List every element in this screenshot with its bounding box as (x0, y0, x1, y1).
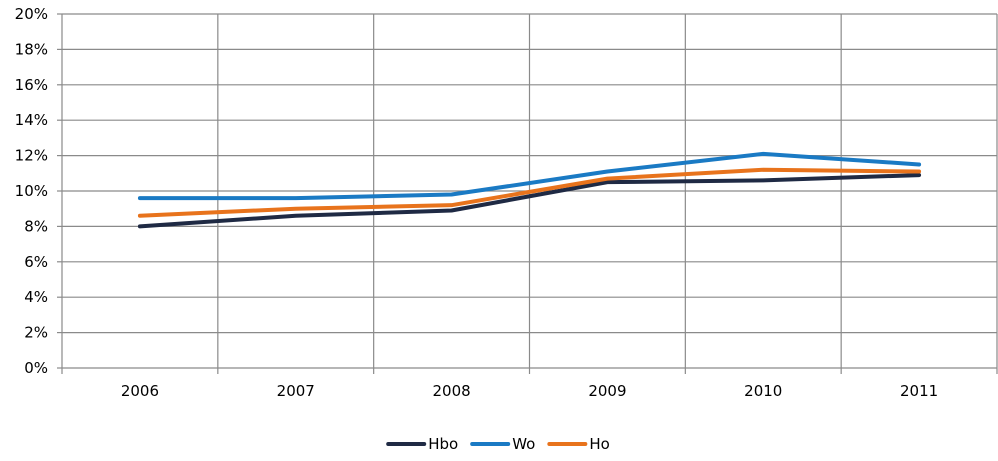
y-axis-tick-labels: 0% 2% 4% 6% 8% 10% 12% 14% 16% 18% 20% (15, 5, 48, 377)
data-point-wo (139, 197, 141, 199)
data-point-hbo (918, 174, 920, 176)
legend-label: Ho (589, 435, 609, 453)
y-tick-label: 16% (15, 76, 48, 94)
legend-item-hbo: Hbo (386, 435, 458, 453)
data-point-wo (606, 171, 608, 173)
y-tick-label: 14% (15, 111, 48, 129)
data-point-wo (451, 194, 453, 196)
y-tick-label: 4% (24, 288, 48, 306)
x-tick-label: 2008 (432, 382, 470, 400)
series-lines (137, 151, 922, 229)
legend-item-ho: Ho (547, 435, 610, 453)
y-tick-label: 2% (24, 324, 48, 342)
data-point-hbo (451, 209, 453, 211)
axes (57, 13, 998, 374)
data-point-ho (295, 208, 297, 210)
x-tick-label: 2007 (277, 382, 315, 400)
data-point-wo (295, 197, 297, 199)
y-tick-label: 10% (15, 182, 48, 200)
x-tick-label: 2009 (588, 382, 626, 400)
y-tick-label: 18% (15, 40, 48, 58)
y-tick-label: 0% (24, 359, 48, 377)
data-point-ho (762, 169, 764, 171)
x-tick-label: 2011 (900, 382, 938, 400)
data-point-wo (762, 153, 764, 155)
legend: Hbo Wo Ho (386, 435, 610, 453)
data-point-hbo (139, 225, 141, 227)
x-axis-tick-labels: 2006 2007 2008 2009 2010 2011 (121, 382, 938, 400)
data-point-ho (451, 204, 453, 206)
gridlines (62, 13, 998, 368)
y-tick-label: 12% (15, 147, 48, 165)
series-line-hbo (137, 173, 922, 229)
series-line-ho (137, 167, 922, 218)
legend-item-wo: Wo (470, 435, 535, 453)
data-point-ho (606, 178, 608, 180)
data-point-hbo (295, 215, 297, 217)
y-tick-label: 20% (15, 5, 48, 23)
legend-label: Hbo (428, 435, 458, 453)
legend-label: Wo (512, 435, 535, 453)
data-point-ho (918, 171, 920, 173)
y-tick-label: 6% (24, 253, 48, 271)
x-tick-label: 2010 (744, 382, 782, 400)
y-tick-label: 8% (24, 217, 48, 235)
data-point-hbo (606, 181, 608, 183)
data-point-wo (918, 163, 920, 165)
data-point-ho (139, 215, 141, 217)
series-line-wo (137, 151, 922, 201)
x-tick-label: 2006 (121, 382, 159, 400)
data-point-hbo (762, 179, 764, 181)
